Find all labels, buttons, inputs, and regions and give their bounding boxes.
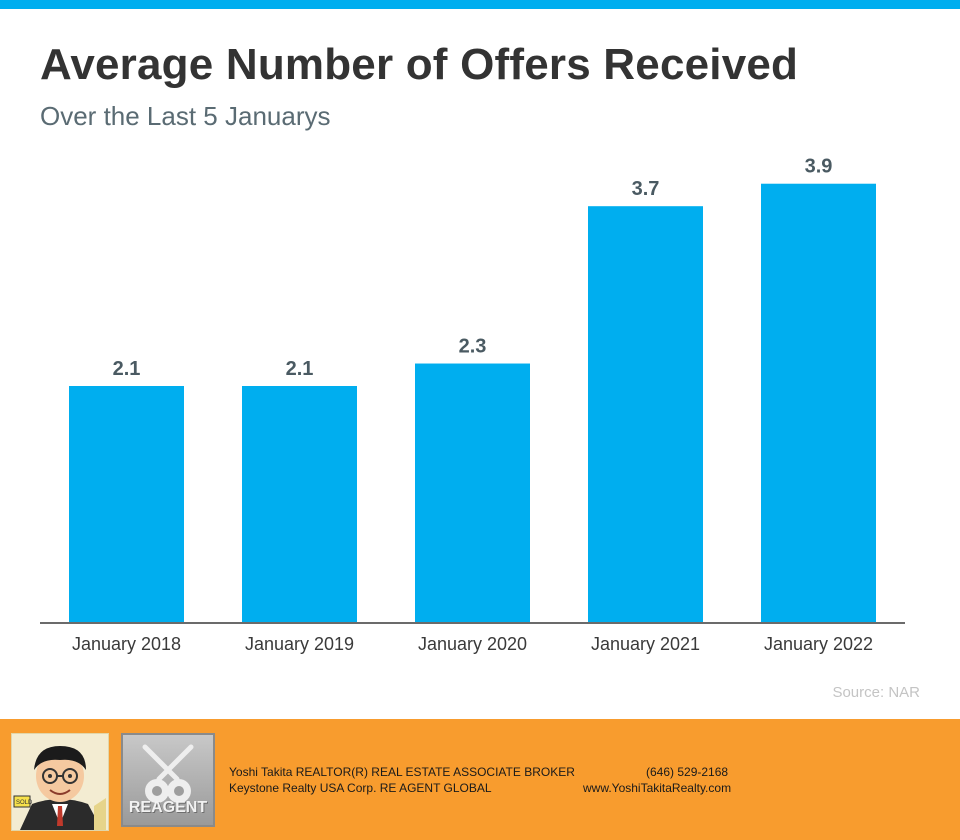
agent-caricature-avatar: SOLD — [11, 733, 109, 831]
source-note: Source: NAR — [832, 684, 920, 701]
company-line: Keystone Realty USA Corp. RE AGENT GLOBA… — [229, 781, 492, 795]
bar-4 — [588, 206, 703, 622]
bar-value-label: 3.9 — [805, 156, 833, 178]
bar-2 — [242, 386, 357, 622]
top-accent-bar — [0, 0, 960, 9]
phone-number: (646) 529-2168 — [646, 765, 729, 779]
bar-3 — [415, 363, 530, 622]
x-tick-label: January 2020 — [418, 634, 527, 654]
keys-icon — [142, 744, 194, 803]
x-tick-label: January 2019 — [245, 634, 354, 654]
bar-chart: 2.1 January 2018 2.1 January 2019 2.3 January… — [40, 156, 905, 654]
footer-bar: SOLD REAGENT Yoshi Takita REALTOR(R) REA… — [0, 719, 960, 840]
agent-name-line: Yoshi Takita REALTOR(R) REAL ESTATE ASSO… — [229, 765, 575, 779]
chart-subtitle: Over the Last 5 Januarys — [40, 101, 331, 131]
caricature-icon: SOLD — [12, 734, 108, 830]
bar-5 — [761, 183, 876, 622]
chart-title: Average Number of Offers Received — [40, 40, 799, 89]
reagent-logo: REAGENT — [121, 733, 215, 827]
x-tick-label: January 2018 — [72, 634, 181, 654]
bar-1 — [69, 386, 184, 622]
x-tick-label: January 2022 — [764, 634, 873, 654]
bar-value-label: 2.1 — [286, 358, 314, 380]
website-link[interactable]: www.YoshiTakitaRealty.com — [583, 781, 732, 795]
avatar-sign-text: SOLD — [16, 800, 33, 806]
bar-value-label: 2.3 — [459, 336, 487, 358]
bar-value-label: 2.1 — [113, 358, 141, 380]
x-tick-label: January 2021 — [591, 634, 700, 654]
bar-value-label: 3.7 — [632, 178, 660, 200]
reagent-logo-text: REAGENT — [128, 799, 208, 816]
